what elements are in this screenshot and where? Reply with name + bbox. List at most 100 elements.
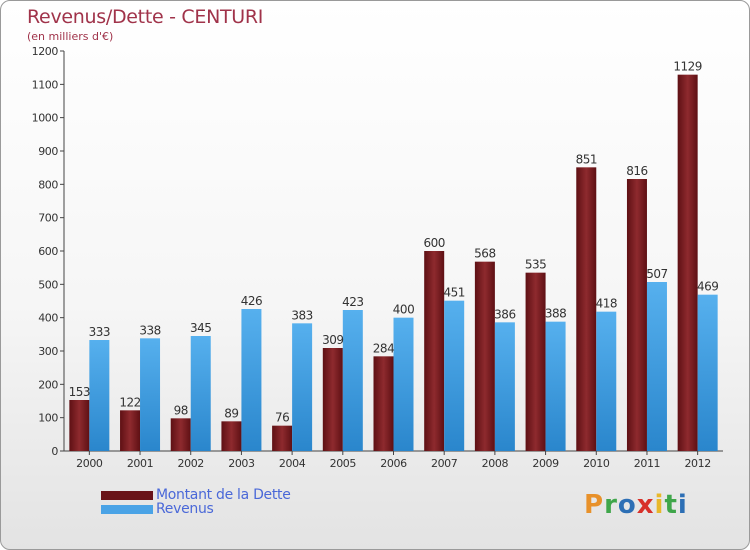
x-tick-label: 2001 (127, 457, 153, 470)
bar-revenus (393, 317, 414, 451)
y-tick-label: 1200 (32, 45, 59, 58)
y-tick-label: 400 (38, 312, 58, 325)
bar-dette (322, 348, 343, 451)
y-tick-label: 800 (38, 178, 58, 191)
data-label-dette: 816 (626, 164, 647, 178)
bar-dette (576, 167, 597, 452)
bar-revenus (494, 322, 515, 451)
bar-revenus (596, 311, 617, 451)
bar-dette (474, 261, 495, 451)
data-label-revenus: 418 (596, 297, 617, 311)
proxiti-logo: Proxiti (584, 490, 688, 520)
data-label-revenus: 386 (494, 307, 515, 321)
bar-revenus (646, 282, 667, 451)
bar-revenus (342, 310, 363, 451)
data-label-dette: 309 (322, 333, 343, 347)
logo-letter: r (604, 490, 618, 520)
data-label-dette: 535 (525, 258, 546, 272)
data-label-revenus: 423 (342, 295, 363, 309)
data-label-revenus: 388 (545, 307, 566, 321)
x-tick-label: 2002 (178, 457, 204, 470)
y-tick-label: 500 (38, 278, 58, 291)
y-tick-label: 200 (38, 378, 58, 391)
data-label-dette: 98 (174, 403, 188, 417)
bar-revenus (241, 309, 262, 451)
bar-revenus (140, 338, 161, 451)
bar-revenus (292, 323, 313, 451)
legend-item-debt: Montant de la Dette (101, 487, 291, 503)
data-label-revenus: 333 (89, 325, 110, 339)
y-tick-label: 600 (38, 245, 58, 258)
data-label-dette: 851 (576, 152, 597, 166)
bar-dette (221, 421, 242, 451)
bar-revenus (89, 340, 110, 451)
bar-revenus (545, 321, 566, 451)
legend-swatch-revenus (101, 504, 153, 514)
bar-dette (373, 356, 394, 451)
x-tick-label: 2012 (684, 457, 710, 470)
data-label-dette: 153 (69, 385, 90, 399)
logo-letter: o (617, 490, 637, 520)
logo-letter: i (677, 490, 688, 520)
data-label-revenus: 469 (697, 280, 718, 294)
logo-letter: x (636, 490, 655, 520)
bar-dette (525, 272, 546, 451)
legend-swatch-debt (101, 490, 153, 500)
data-label-dette: 1129 (673, 60, 702, 74)
y-tick-label: 1000 (32, 112, 59, 125)
x-tick-label: 2003 (228, 457, 255, 470)
data-label-dette: 89 (224, 406, 238, 420)
bar-dette (69, 400, 90, 451)
data-label-revenus: 400 (393, 303, 414, 317)
legend-label-debt: Montant de la Dette (156, 487, 291, 503)
x-tick-label: 2007 (431, 457, 458, 470)
data-label-dette: 600 (423, 236, 444, 250)
x-tick-label: 2004 (279, 457, 306, 470)
data-label-dette: 284 (373, 341, 394, 355)
y-tick-label: 300 (38, 345, 58, 358)
bar-dette (677, 74, 698, 452)
bar-revenus (444, 300, 465, 451)
data-label-revenus: 451 (443, 286, 464, 300)
logo-letter: t (664, 490, 678, 520)
y-tick-label: 1100 (32, 78, 59, 91)
y-tick-label: 900 (38, 145, 58, 158)
x-tick-label: 2006 (380, 457, 407, 470)
y-axis: 0 100 200 300 400 500 600 700 800 900 1000 1100 1200 (32, 45, 65, 458)
x-tick-label: 2000 (76, 457, 103, 470)
chart-subtitle: (en milliers d'€) (27, 30, 114, 43)
data-label-revenus: 507 (646, 267, 667, 281)
data-label-revenus: 338 (139, 323, 160, 337)
logo-letter: i (654, 490, 665, 520)
bar-dette (424, 251, 445, 451)
chart-title: Revenus/Dette - CENTURI (27, 6, 264, 28)
y-tick-label: 100 (38, 412, 58, 425)
data-label-dette: 122 (119, 395, 140, 409)
x-tick-label: 2011 (634, 457, 660, 470)
legend-label-revenus: Revenus (156, 501, 214, 517)
data-label-dette: 76 (275, 411, 289, 425)
data-labels: 153 333 122 338 98 345 89 426 76 383 309 423 284 400 6… (69, 60, 719, 425)
x-tick-label: 2010 (583, 457, 610, 470)
logo-letter: P (584, 490, 605, 520)
data-label-revenus: 345 (190, 321, 211, 335)
y-tick-label: 0 (51, 445, 58, 458)
x-tick-label: 2008 (482, 457, 509, 470)
bar-dette (170, 418, 191, 451)
legend-item-revenus: Revenus (101, 501, 214, 517)
x-tick-label: 2005 (330, 457, 357, 470)
bar-revenus (190, 336, 211, 451)
bar-dette (120, 410, 141, 451)
y-tick-label: 700 (38, 212, 58, 225)
bar-revenus (697, 294, 718, 451)
bars (69, 74, 718, 452)
data-label-dette: 568 (474, 247, 495, 261)
x-tick-label: 2009 (532, 457, 559, 470)
x-axis: 2000 2001 2002 2003 2004 2005 2006 2007 2008 2009… (64, 450, 723, 470)
data-label-revenus: 383 (291, 308, 312, 322)
bar-dette (626, 179, 647, 451)
data-label-revenus: 426 (241, 294, 262, 308)
bar-dette (272, 425, 293, 451)
